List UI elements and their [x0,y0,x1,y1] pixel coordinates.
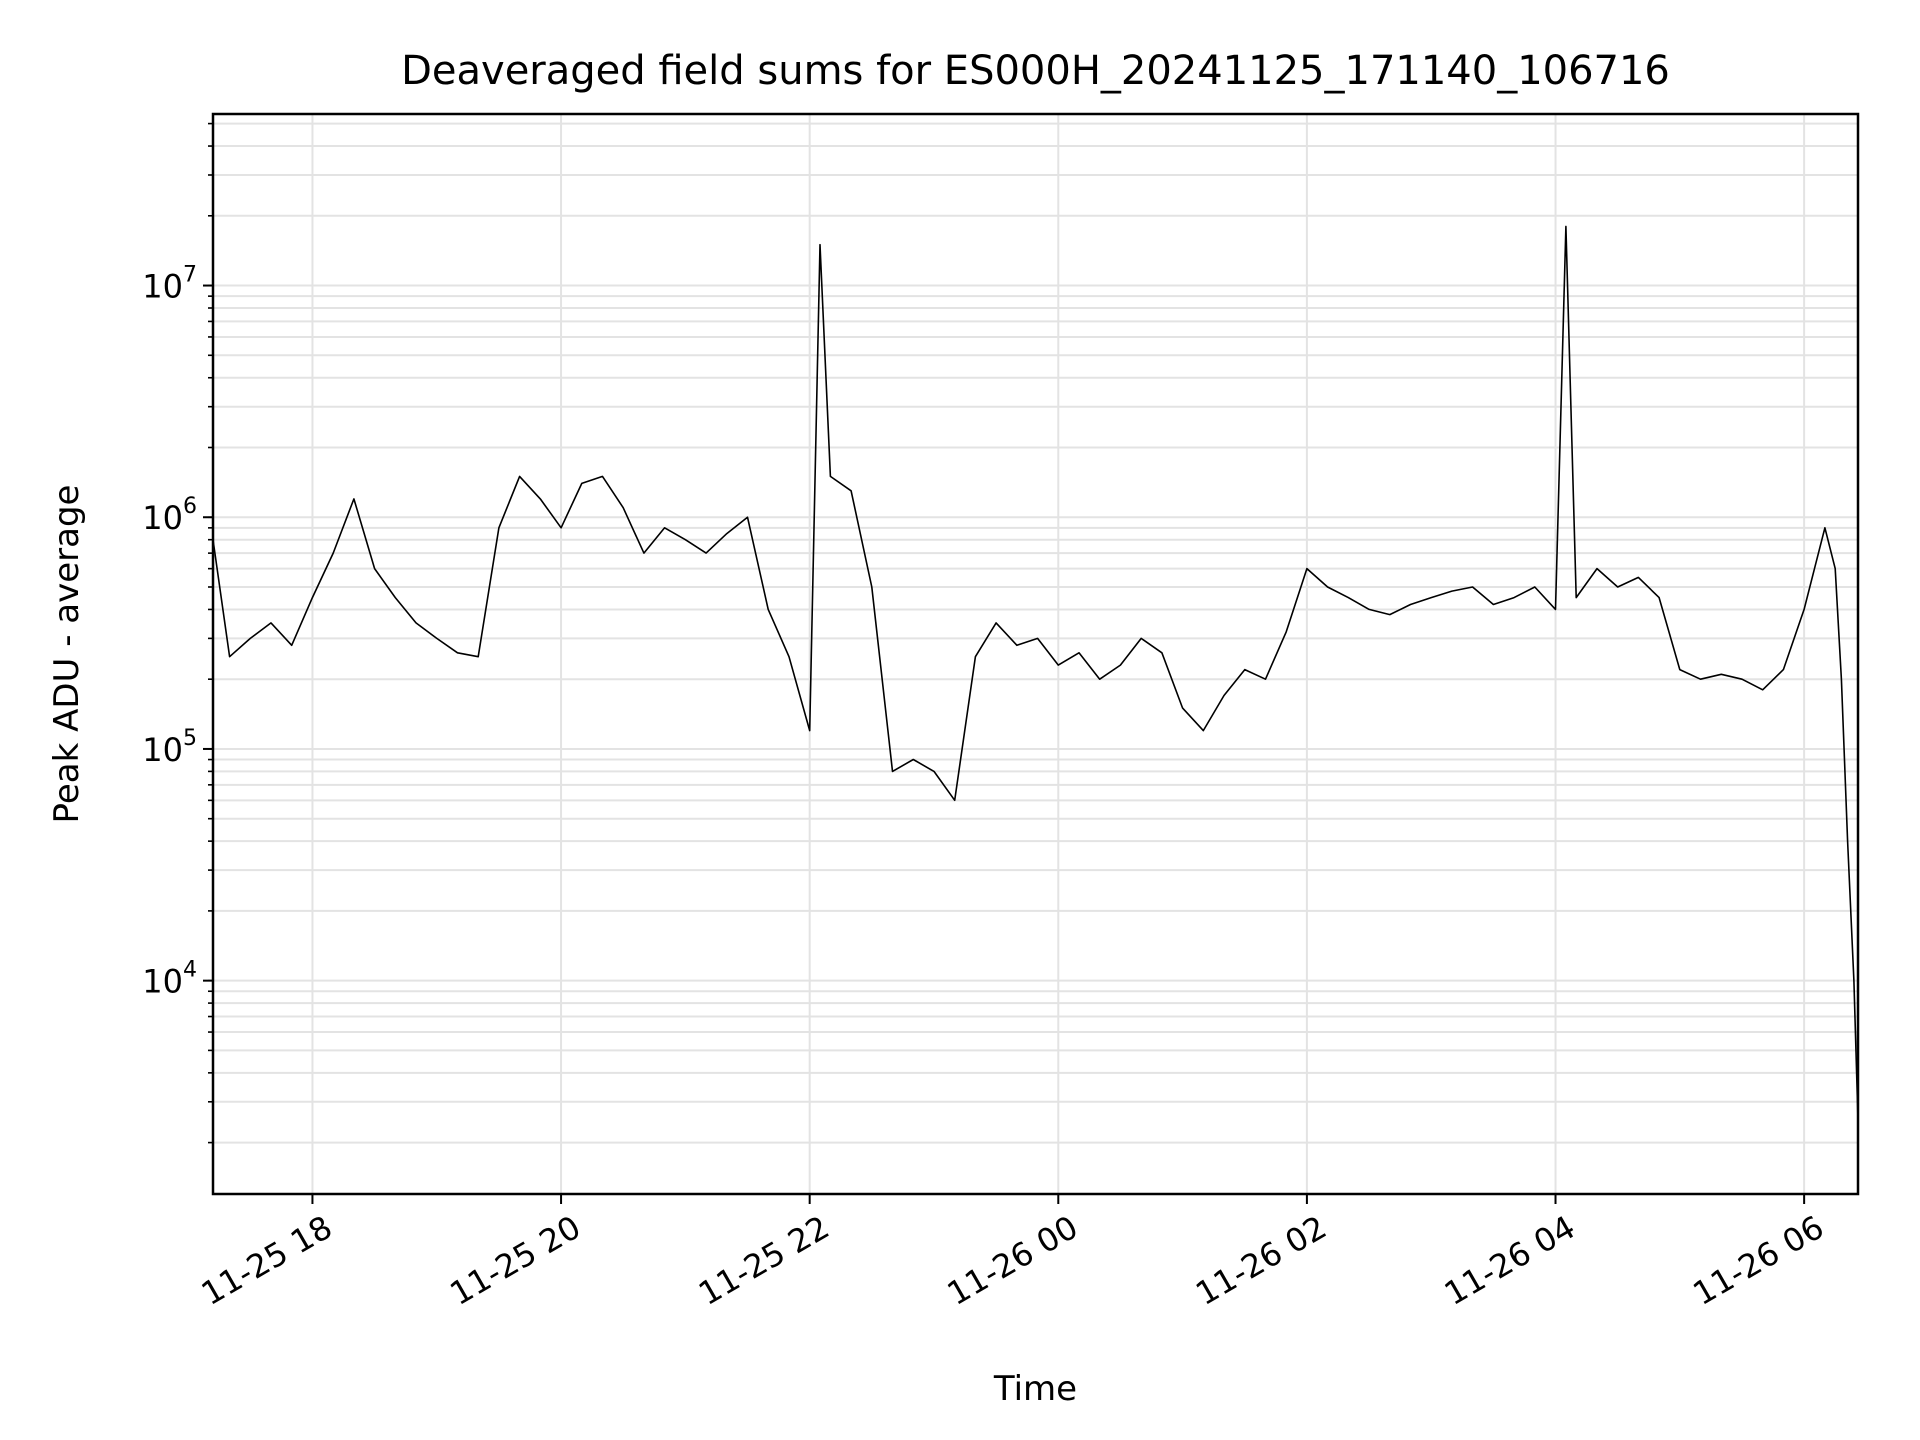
series-layer [212,225,1859,1121]
y-tick-label: 107 [142,263,197,306]
chart-title: Deaveraged field sums for ES000H_2024112… [401,48,1670,94]
x-axis-label: Time [993,1369,1077,1409]
series-line [212,225,1859,1121]
grid-lines [213,114,1858,1194]
tick-marks [203,122,1806,1204]
y-axis-label: Peak ADU - average [47,485,87,824]
y-tick-label: 105 [142,726,197,769]
y-tick-label: 106 [142,494,197,537]
y-tick-labels: 104 105 106 107 [142,263,197,1001]
plot-frame [211,112,1860,1196]
y-tick-label: 104 [142,958,197,1001]
